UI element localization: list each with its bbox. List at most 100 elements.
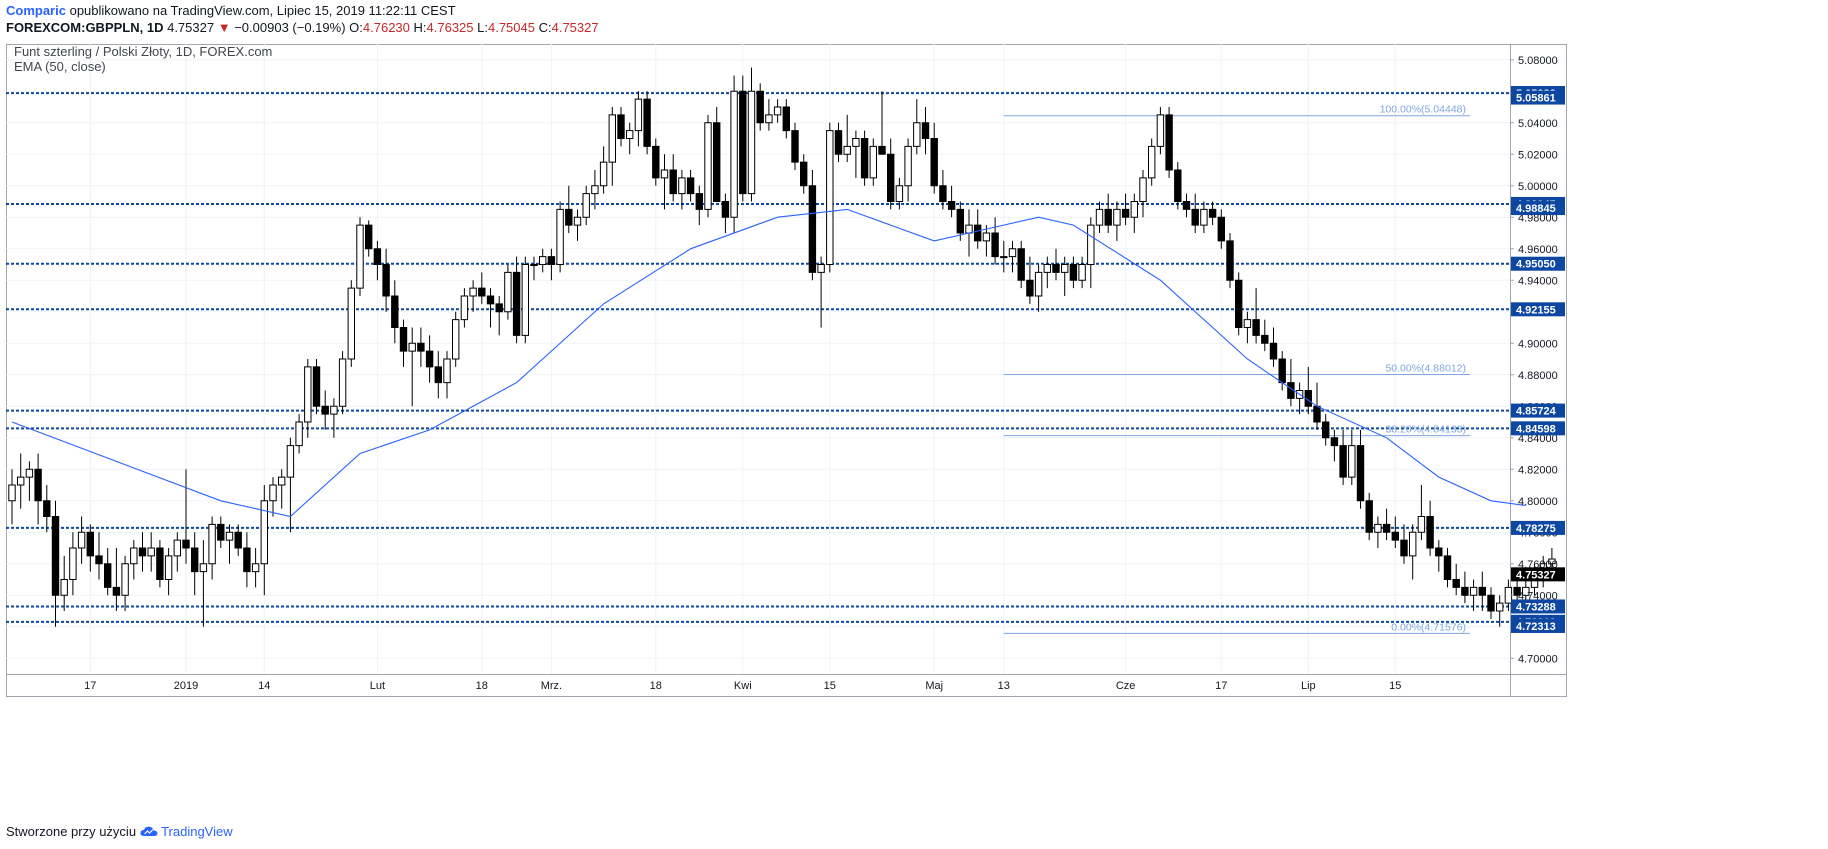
candle[interactable] <box>434 351 443 399</box>
candle[interactable] <box>1287 359 1295 407</box>
candle[interactable] <box>747 67 756 202</box>
candle[interactable] <box>338 351 347 415</box>
candle[interactable] <box>1435 540 1443 572</box>
candle[interactable] <box>852 130 860 178</box>
candle[interactable] <box>34 453 42 525</box>
candle[interactable] <box>278 469 286 509</box>
candle[interactable] <box>1052 248 1060 281</box>
candle[interactable] <box>834 122 843 163</box>
candle[interactable] <box>443 351 451 399</box>
candle[interactable] <box>1487 587 1495 619</box>
candle[interactable] <box>1261 319 1269 352</box>
candle[interactable] <box>391 280 399 344</box>
candle[interactable] <box>225 524 234 564</box>
candle[interactable] <box>547 248 556 281</box>
candle[interactable] <box>782 99 790 139</box>
candle[interactable] <box>365 220 373 257</box>
candle[interactable] <box>800 154 808 194</box>
candle[interactable] <box>173 532 182 572</box>
candle[interactable] <box>634 91 643 147</box>
candle[interactable] <box>921 107 930 155</box>
candle[interactable] <box>1382 508 1391 541</box>
candle[interactable] <box>1087 217 1095 289</box>
candle[interactable] <box>695 185 703 226</box>
candle[interactable] <box>521 256 529 344</box>
candle[interactable] <box>1165 107 1173 178</box>
candle[interactable] <box>1174 162 1182 210</box>
candle[interactable] <box>756 83 764 131</box>
candle[interactable] <box>1496 595 1504 627</box>
candle[interactable] <box>312 359 321 415</box>
candle[interactable] <box>869 138 877 186</box>
candle[interactable] <box>1330 429 1339 462</box>
candle[interactable] <box>539 248 547 273</box>
candle[interactable] <box>660 154 669 210</box>
candle[interactable] <box>817 256 825 328</box>
candle[interactable] <box>43 485 51 533</box>
candle[interactable] <box>1017 240 1025 289</box>
candle[interactable] <box>1113 201 1121 241</box>
candle[interactable] <box>373 240 382 281</box>
candle[interactable] <box>1443 548 1452 588</box>
candle[interactable] <box>425 335 434 383</box>
candle[interactable] <box>826 122 834 273</box>
candle[interactable] <box>478 272 486 304</box>
candle[interactable] <box>791 122 799 170</box>
candle[interactable] <box>1295 382 1304 415</box>
candle[interactable] <box>982 225 991 257</box>
candle[interactable] <box>1391 516 1399 549</box>
candle[interactable] <box>1217 209 1225 249</box>
candle[interactable] <box>199 540 208 627</box>
candle[interactable] <box>469 280 477 312</box>
candle[interactable] <box>1078 256 1086 289</box>
candle[interactable] <box>1200 201 1208 234</box>
candle[interactable] <box>930 122 938 194</box>
candle[interactable] <box>1026 256 1034 304</box>
candle[interactable] <box>1322 414 1330 446</box>
candle[interactable] <box>347 280 356 367</box>
candle[interactable] <box>904 138 912 202</box>
candle[interactable] <box>1522 579 1530 604</box>
candle[interactable] <box>95 532 103 580</box>
candle[interactable] <box>208 516 216 580</box>
candle[interactable] <box>991 217 999 265</box>
candle[interactable] <box>138 532 147 572</box>
candle[interactable] <box>843 114 851 163</box>
candle[interactable] <box>1139 170 1147 218</box>
candle[interactable] <box>452 311 460 367</box>
candle[interactable] <box>260 485 269 596</box>
candle[interactable] <box>286 437 295 533</box>
legend-indicator[interactable]: EMA (50, close) <box>14 59 106 74</box>
candle[interactable] <box>17 453 25 509</box>
candle[interactable] <box>1000 240 1008 273</box>
candle[interactable] <box>573 209 582 241</box>
candle[interactable] <box>582 185 590 226</box>
candle[interactable] <box>1208 201 1217 226</box>
candle[interactable] <box>1417 485 1426 541</box>
candle[interactable] <box>878 91 886 155</box>
candle[interactable] <box>217 516 225 549</box>
candle[interactable] <box>1034 264 1043 312</box>
candle[interactable] <box>1191 193 1199 233</box>
candle[interactable] <box>321 390 329 430</box>
candle[interactable] <box>251 548 260 588</box>
candle[interactable] <box>8 469 16 525</box>
candle[interactable] <box>765 99 773 131</box>
candle[interactable] <box>1226 233 1234 289</box>
candle[interactable] <box>1182 193 1191 218</box>
candle[interactable] <box>913 99 921 155</box>
candle[interactable] <box>1121 193 1130 226</box>
candle[interactable] <box>704 114 712 218</box>
candle[interactable] <box>1304 366 1312 415</box>
candle[interactable] <box>1426 500 1434 556</box>
candle[interactable] <box>530 256 538 281</box>
candle[interactable] <box>1374 516 1382 549</box>
candle[interactable] <box>739 75 747 202</box>
candle[interactable] <box>504 264 512 320</box>
candle[interactable] <box>147 532 155 572</box>
candle[interactable] <box>182 469 190 564</box>
candle[interactable] <box>974 209 982 249</box>
candle[interactable] <box>617 107 625 147</box>
candle[interactable] <box>408 327 416 407</box>
candle[interactable] <box>417 327 425 367</box>
